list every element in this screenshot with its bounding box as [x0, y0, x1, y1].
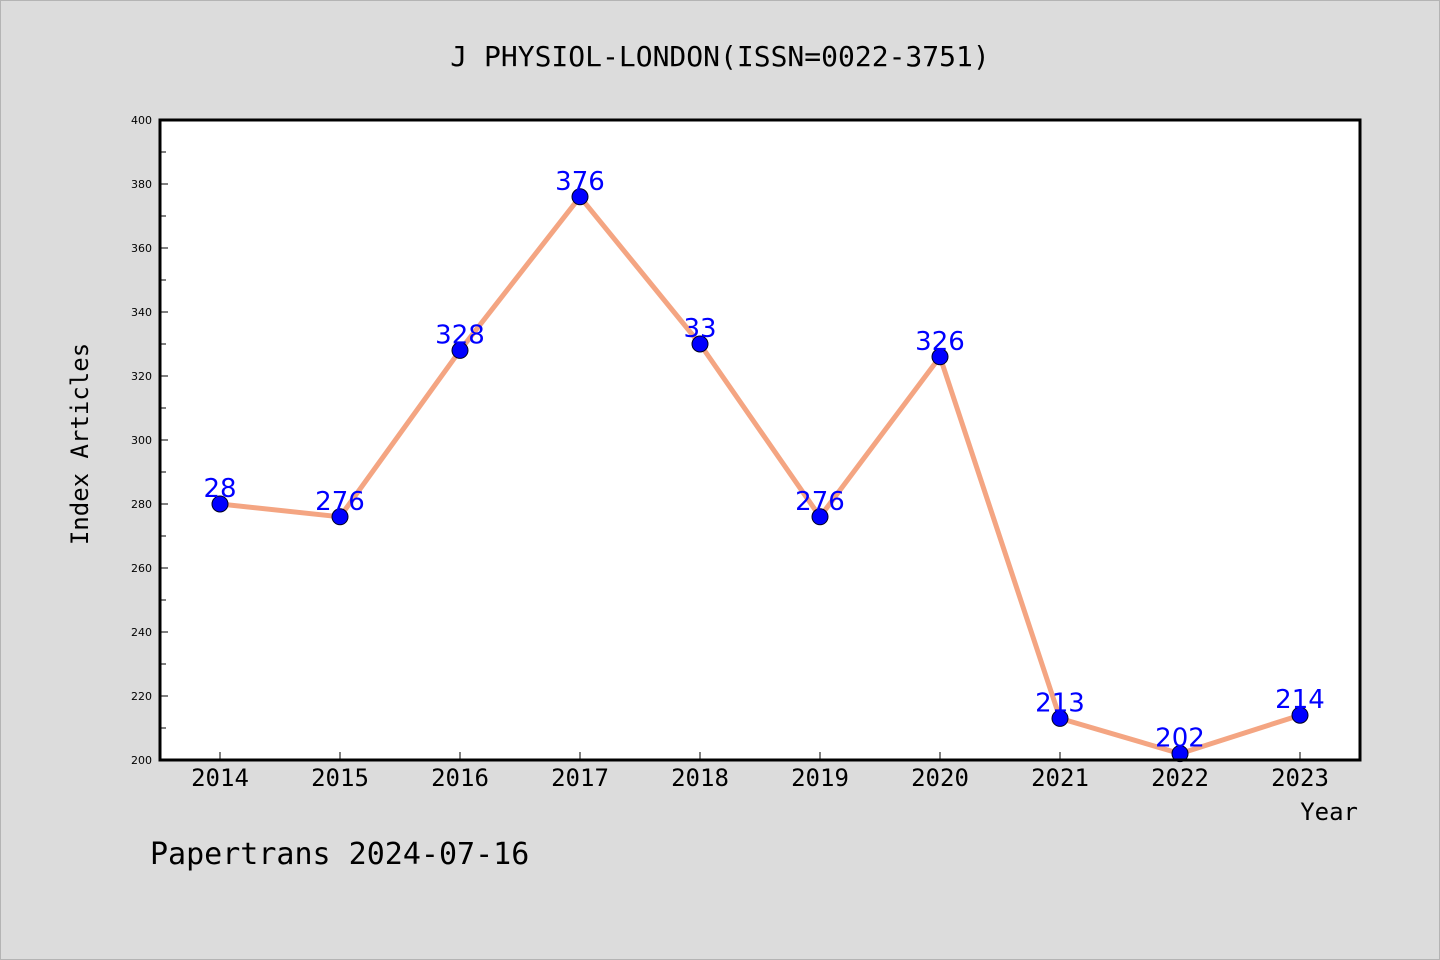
- x-tick-label: 2014: [191, 764, 249, 792]
- x-axis-label: Year: [1300, 798, 1358, 826]
- y-tick-label: 380: [131, 178, 152, 191]
- data-label: 328: [435, 320, 485, 350]
- footer-credit: Papertrans 2024-07-16: [150, 837, 529, 872]
- series-line: [217, 194, 1303, 757]
- data-label: 214: [1275, 685, 1325, 715]
- x-tick-label: 2017: [551, 764, 609, 792]
- data-label: 33: [683, 314, 716, 344]
- plot-frame: [158, 118, 1362, 762]
- data-point: [331, 508, 349, 526]
- data-labels: 28 276 328 376 33 276 326 213 202 214: [203, 167, 1324, 754]
- y-axis-label: Index Articles: [66, 343, 94, 545]
- data-label: 213: [1035, 688, 1085, 718]
- data-label: 326: [915, 327, 965, 357]
- data-label: 276: [315, 487, 365, 517]
- data-point: [571, 188, 589, 206]
- x-axis: 2014 2015 2016 2017 2018 2019 2020 2021 2022 2023: [191, 752, 1329, 792]
- y-tick-label: 360: [131, 242, 152, 255]
- x-tick-label: 2019: [791, 764, 849, 792]
- y-tick-label: 340: [131, 306, 152, 319]
- data-label: 276: [795, 487, 845, 517]
- x-tick-label: 2015: [311, 764, 369, 792]
- data-label: 28: [203, 474, 236, 504]
- y-tick-label: 260: [131, 562, 152, 575]
- y-tick-label: 280: [131, 498, 152, 511]
- y-tick-label: 240: [131, 626, 152, 639]
- y-tick-label: 320: [131, 370, 152, 383]
- y-tick-label: 400: [131, 114, 152, 127]
- x-tick-label: 2018: [671, 764, 729, 792]
- y-tick-label: 220: [131, 690, 152, 703]
- chart-title: J PHYSIOL-LONDON(ISSN=0022-3751): [450, 40, 989, 73]
- x-tick-label: 2021: [1031, 764, 1089, 792]
- series-group: [211, 188, 1309, 763]
- data-point: [691, 335, 709, 353]
- data-point: [931, 348, 949, 366]
- data-point: [1291, 706, 1309, 724]
- x-tick-label: 2016: [431, 764, 489, 792]
- data-point: [811, 508, 829, 526]
- data-point: [1171, 745, 1189, 763]
- y-tick-label: 300: [131, 434, 152, 447]
- x-tick-label: 2020: [911, 764, 969, 792]
- y-tick-label: 200: [131, 754, 152, 767]
- x-tick-label: 2022: [1151, 764, 1209, 792]
- data-point: [1051, 709, 1069, 727]
- data-point: [211, 495, 229, 513]
- x-tick-label: 2023: [1271, 764, 1329, 792]
- data-point: [451, 341, 469, 359]
- plot-area: [160, 120, 1360, 760]
- data-label: 202: [1155, 724, 1205, 754]
- data-label: 376: [555, 167, 605, 197]
